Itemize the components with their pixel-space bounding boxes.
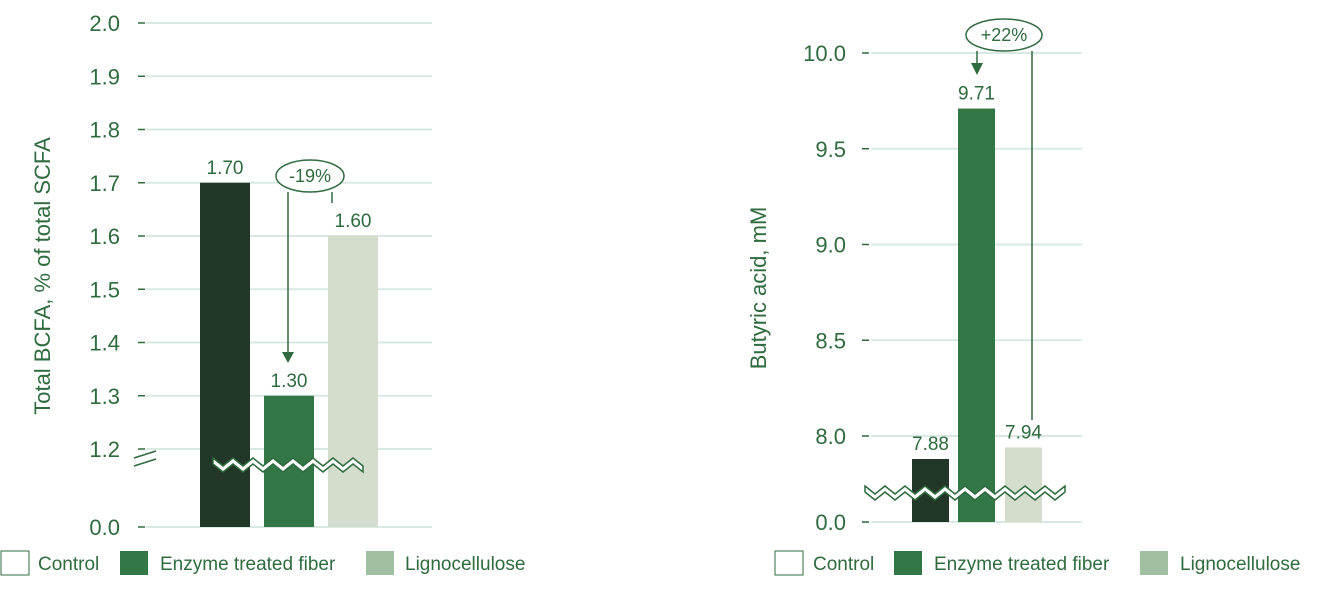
left-legend-swatch-2 [366, 551, 394, 575]
left-annotation-label: -19% [289, 166, 331, 186]
left-axis-break [212, 456, 364, 474]
left-legend-label: Control [38, 554, 99, 575]
left-annotation-arrowhead [282, 352, 294, 363]
left-tick-label: 1.2 [89, 437, 120, 462]
left-legend-swatch-1 [120, 551, 148, 575]
left-bar-value-label: 1.60 [335, 211, 372, 232]
left-tick-label: 2.0 [89, 11, 120, 36]
left-axis-break-slash [133, 450, 157, 459]
left-legend-label: Lignocellulose [405, 554, 525, 575]
right-legend-label: Lignocellulose [1180, 554, 1300, 575]
right-bar-1 [958, 108, 995, 522]
right-tick-label: 10.0 [803, 41, 846, 66]
left-tick-label: 1.8 [89, 118, 120, 143]
right-annotation-label: +22% [981, 25, 1028, 45]
left-bar-0 [200, 182, 250, 527]
right-bar-value-label: 7.88 [912, 434, 949, 455]
left-tick-label: 1.4 [89, 331, 120, 356]
left-bar-value-label: 1.70 [207, 158, 244, 179]
left-bar-value-label: 1.30 [271, 371, 308, 392]
left-tick-label: 0.0 [89, 515, 120, 540]
right-tick-label: 8.5 [815, 328, 846, 353]
right-annotation-arrowhead [971, 63, 983, 75]
right-bar-2 [1005, 447, 1042, 522]
right-axis-break [864, 484, 1066, 501]
left-tick-label: 1.3 [89, 384, 120, 409]
left-axis-break-slash [133, 458, 157, 467]
right-tick-label: 0.0 [815, 510, 846, 535]
left-tick-label: 1.9 [89, 64, 120, 89]
left-y-axis-label: Total BCFA, % of total SCFA [30, 137, 55, 415]
left-bar-2 [328, 236, 378, 527]
left-tick-label: 1.7 [89, 171, 120, 196]
left-tick-label: 1.6 [89, 224, 120, 249]
right-bar-value-label: 9.71 [958, 84, 995, 105]
left-annotation-bubble [275, 159, 345, 193]
right-legend-swatch-2 [1140, 551, 1168, 575]
right-legend-swatch-1 [894, 551, 922, 575]
right-legend-swatch-0 [774, 550, 804, 576]
right-bar-value-label: 7.94 [1005, 422, 1042, 443]
right-tick-label: 9.0 [815, 233, 846, 258]
right-annotation-bubble [965, 18, 1043, 52]
right-legend-label: Enzyme treated fiber [934, 554, 1110, 575]
left-legend-swatch-0 [0, 550, 30, 576]
left-legend-label: Enzyme treated fiber [160, 554, 336, 575]
right-legend-label: Control [813, 554, 874, 575]
right-tick-label: 9.5 [815, 137, 846, 162]
right-tick-label: 8.0 [815, 424, 846, 449]
left-tick-label: 1.5 [89, 277, 120, 302]
right-y-axis-label: Butyric acid, mM [746, 207, 771, 370]
